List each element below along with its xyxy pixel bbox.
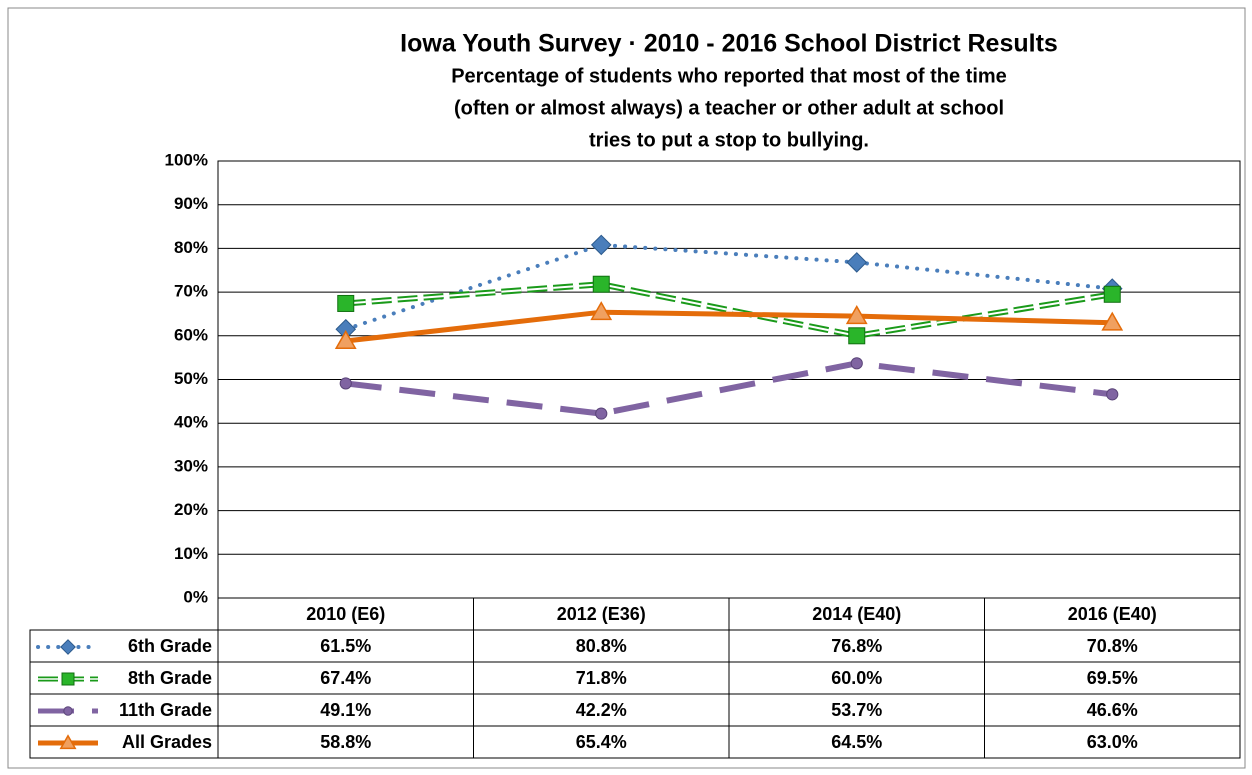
legend-label: 11th Grade xyxy=(119,700,212,720)
marker xyxy=(846,252,868,273)
marker xyxy=(1101,311,1124,331)
chart-subtitle: Percentage of students who reported that… xyxy=(451,65,1007,87)
y-tick-label: 10% xyxy=(174,544,208,563)
table-value: 53.7% xyxy=(831,700,882,720)
marker xyxy=(339,377,352,390)
marker xyxy=(848,327,866,345)
y-tick-label: 30% xyxy=(174,456,208,475)
table-value: 80.8% xyxy=(576,636,627,656)
table-value: 49.1% xyxy=(320,700,371,720)
y-tick-label: 0% xyxy=(183,587,208,606)
table-value: 58.8% xyxy=(320,732,371,752)
table-value: 64.5% xyxy=(831,732,882,752)
marker xyxy=(850,357,863,370)
marker xyxy=(845,305,868,325)
table-value: 76.8% xyxy=(831,636,882,656)
marker xyxy=(592,275,610,293)
series-line xyxy=(345,360,1113,417)
chart-subtitle: (often or almost always) a teacher or ot… xyxy=(454,97,1004,119)
table-value: 70.8% xyxy=(1087,636,1138,656)
table-value: 65.4% xyxy=(576,732,627,752)
y-tick-label: 80% xyxy=(174,238,208,257)
marker xyxy=(337,294,355,312)
x-tick-label: 2010 (E6) xyxy=(306,604,385,624)
chart-subtitle: tries to put a stop to bullying. xyxy=(589,129,869,151)
marker xyxy=(1103,285,1121,303)
marker xyxy=(1106,388,1119,401)
y-tick-label: 50% xyxy=(174,369,208,388)
chart-frame xyxy=(7,7,1246,769)
y-tick-label: 60% xyxy=(174,325,208,344)
x-tick-label: 2014 (E40) xyxy=(812,604,901,624)
x-tick-label: 2012 (E36) xyxy=(557,604,646,624)
y-tick-label: 100% xyxy=(165,150,208,169)
legend-marker xyxy=(60,639,76,655)
marker xyxy=(334,329,357,349)
y-tick-label: 70% xyxy=(174,282,208,301)
table-value: 61.5% xyxy=(320,636,371,656)
table-value: 67.4% xyxy=(320,668,371,688)
marker xyxy=(590,301,613,321)
marker xyxy=(595,407,608,420)
table-value: 42.2% xyxy=(576,700,627,720)
y-tick-label: 90% xyxy=(174,194,208,213)
legend-marker xyxy=(61,672,75,686)
table-value: 46.6% xyxy=(1087,700,1138,720)
chart-title: Iowa Youth Survey · 2010 - 2016 School D… xyxy=(400,30,1058,58)
table-value: 69.5% xyxy=(1087,668,1138,688)
legend-marker xyxy=(59,734,77,750)
table-value: 60.0% xyxy=(831,668,882,688)
marker xyxy=(590,234,612,256)
legend-label: 6th Grade xyxy=(128,636,212,656)
y-tick-label: 20% xyxy=(174,500,208,519)
x-tick-label: 2016 (E40) xyxy=(1068,604,1157,624)
legend-marker xyxy=(63,706,73,716)
legend-label: All Grades xyxy=(122,732,212,752)
y-tick-label: 40% xyxy=(174,413,208,432)
table-value: 71.8% xyxy=(576,668,627,688)
legend-label: 8th Grade xyxy=(128,668,212,688)
table-value: 63.0% xyxy=(1087,732,1138,752)
series-line xyxy=(345,309,1113,344)
